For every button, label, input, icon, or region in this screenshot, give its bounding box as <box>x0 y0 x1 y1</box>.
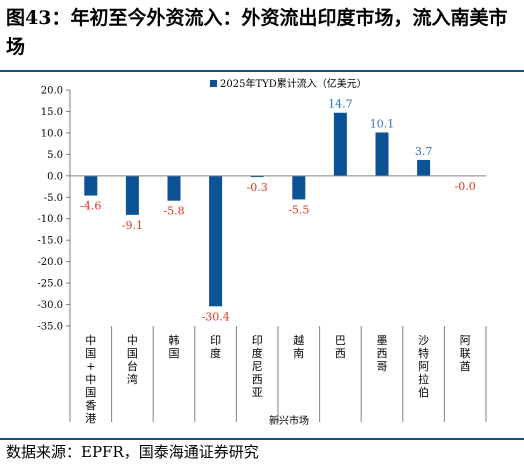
source-note: 数据来源：EPFR，国泰海通证券研究 <box>6 443 259 461</box>
data-label: -4.6 <box>80 200 101 213</box>
y-tick-label: -5.0 <box>44 193 63 204</box>
bar <box>250 175 264 178</box>
x-tick-label: 越 <box>293 333 304 347</box>
x-tick-label: 韩 <box>169 333 180 347</box>
bar-chart: 2025年TYD累计流入（亿美元） 20.0 15.0 10.0 5.0 0.0 -5.0… <box>37 77 487 427</box>
x-tick-label: 印 <box>210 334 221 347</box>
x-tick-label: 酋 <box>460 359 471 373</box>
data-label: -0.3 <box>247 181 268 194</box>
x-tick-label: 西 <box>335 347 346 360</box>
y-tick-label: -30.0 <box>37 300 63 311</box>
chart-legend: 2025年TYD累计流入（亿美元） <box>210 77 367 90</box>
x-tick-label: 沙 <box>418 334 429 347</box>
legend-label: 2025年TYD累计流入（亿美元） <box>220 77 367 90</box>
bar <box>375 132 389 176</box>
bar <box>209 175 223 307</box>
x-tick-label: 巴 <box>335 334 346 347</box>
x-tick-label: 中 <box>85 334 96 347</box>
x-tick-label: 南 <box>293 347 304 360</box>
x-tick-label: 墨 <box>377 334 388 347</box>
y-tick-label: -10.0 <box>37 214 63 225</box>
x-tick-label: 西 <box>252 373 263 386</box>
x-tick-label: 台 <box>127 359 138 373</box>
x-tick-label: 西 <box>377 347 388 360</box>
x-tick-label: 度 <box>252 346 263 360</box>
bar <box>125 175 139 215</box>
y-tick-label: -20.0 <box>37 257 63 268</box>
x-tick-label: 湾 <box>127 372 138 386</box>
y-axis: 20.0 15.0 10.0 5.0 0.0 -5.0 -10.0 -15.0 -20.0 -25… <box>37 86 71 333</box>
data-label: 10.1 <box>370 117 395 130</box>
x-tick-label: 阿 <box>418 360 429 373</box>
bar <box>84 175 98 196</box>
bar <box>417 159 431 176</box>
y-tick-label: 20.0 <box>41 86 63 97</box>
y-tick-label: 5.0 <box>47 150 63 161</box>
x-tick-label: 香 <box>85 399 96 412</box>
x-tick-label: 伯 <box>418 385 429 399</box>
data-label: -9.1 <box>122 219 143 232</box>
y-tick-label: -35.0 <box>37 322 63 333</box>
bar <box>292 175 306 200</box>
x-tick-label: 尼 <box>252 360 263 373</box>
x-tick-label: 阿 <box>460 334 471 347</box>
y-tick-label: -25.0 <box>37 279 63 290</box>
x-tick-label: 哥 <box>377 360 388 373</box>
y-tick-label: 15.0 <box>41 107 63 118</box>
x-tick-label: 印 <box>252 334 263 347</box>
data-label: 14.7 <box>328 98 353 111</box>
y-tick-label: 0.0 <box>47 171 63 182</box>
data-label: -5.8 <box>163 205 184 218</box>
x-tick-label: 港 <box>85 412 96 425</box>
source-rule <box>0 438 524 440</box>
x-tick-label: 中 <box>85 373 96 386</box>
x-tick-label: 国 <box>169 347 180 360</box>
data-label: -30.4 <box>201 310 229 323</box>
x-tick-label: 国 <box>85 347 96 360</box>
value-labels: -4.6 -9.1 -5.8 -30.4 -0.3 -5.5 14.7 10.1 3.7 -0.0 <box>80 98 476 324</box>
x-tick-label: + <box>86 360 95 373</box>
x-tick-label: 中 <box>127 334 138 347</box>
bars <box>84 112 431 307</box>
x-axis-title: 新兴市场 <box>269 414 309 427</box>
x-tick-label: 国 <box>85 386 96 399</box>
y-tick-label: 10.0 <box>41 128 63 139</box>
bar <box>167 175 181 201</box>
title-rule <box>0 70 524 72</box>
x-tick-label: 特 <box>418 346 429 360</box>
bar <box>333 112 347 176</box>
data-label: -0.0 <box>455 180 476 193</box>
x-tick-label: 亚 <box>252 386 263 399</box>
y-tick-label: -15.0 <box>37 236 63 247</box>
x-tick-label: 度 <box>210 346 221 360</box>
x-tick-label: 联 <box>460 347 471 360</box>
x-tick-label: 拉 <box>418 372 429 386</box>
data-label: 3.7 <box>415 145 433 158</box>
data-label: -5.5 <box>288 203 309 216</box>
figure-title: 图43：年初至今外资流入：外资流出印度市场，流入南美市场 <box>6 7 508 58</box>
x-tick-label: 国 <box>127 347 138 360</box>
legend-swatch <box>210 80 217 87</box>
